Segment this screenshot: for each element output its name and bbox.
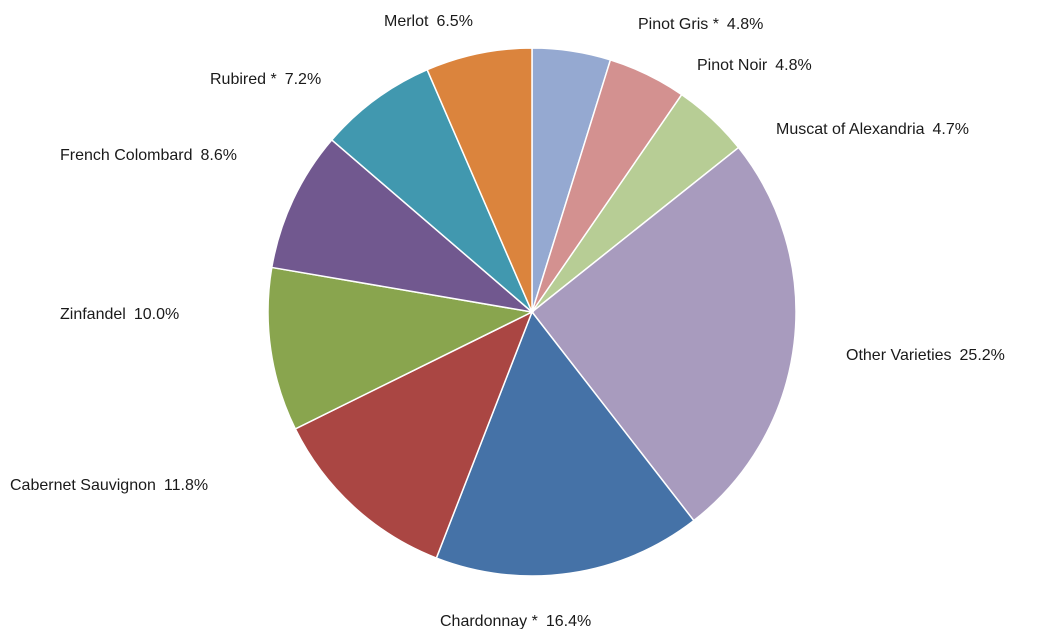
slice-label-name: Pinot Noir (697, 57, 768, 74)
slice-label-value: 6.5% (436, 13, 472, 30)
slice-label-name: Other Varieties (846, 347, 952, 364)
slice-label-name: Merlot (384, 13, 429, 30)
slice-label-other-varieties: Other Varieties 25.2% (846, 347, 1005, 364)
slice-label-pinot-noir: Pinot Noir 4.8% (697, 57, 812, 74)
slices-layer (267, 47, 797, 577)
slice-label-value: 4.7% (933, 121, 969, 138)
slice-label-name: Zinfandel (60, 306, 126, 323)
slice-label-pinot-gris: Pinot Gris * 4.8% (638, 16, 763, 33)
slice-label-french-colombard: French Colombard 8.6% (60, 147, 237, 164)
pie-slice-cabernet-sauvignon (294, 310, 534, 560)
slice-label-value: 4.8% (775, 57, 811, 74)
pie-slice-merlot (426, 47, 533, 313)
slice-label-rubired: Rubired * 7.2% (210, 71, 321, 88)
pie-slice-rubired (330, 68, 533, 313)
slice-label-value: 25.2% (960, 347, 1005, 364)
pie-slice-chardonnay (435, 310, 695, 577)
slice-label-name: Pinot Gris * (638, 16, 719, 33)
slice-label-value: 4.8% (727, 16, 763, 33)
slice-label-value: 11.8% (164, 477, 208, 494)
slice-label-name: Chardonnay * (440, 613, 538, 629)
slice-label-zinfandel: Zinfandel 10.0% (60, 306, 179, 323)
slice-label-cabernet-sauvignon: Cabernet Sauvignon 11.8% (10, 477, 208, 494)
slice-label-value: 16.4% (546, 613, 591, 629)
pie-slice-french-colombard (270, 138, 535, 314)
slice-label-value: 8.6% (201, 147, 237, 164)
slice-label-value: 7.2% (285, 71, 321, 88)
slice-label-name: Cabernet Sauvignon (10, 477, 156, 494)
slice-label-merlot: Merlot 6.5% (384, 13, 473, 30)
pie-slice-other-varieties (530, 146, 797, 522)
slice-label-name: Muscat of Alexandria (776, 121, 925, 138)
labels-layer: Pinot Gris * 4.8% Pinot Noir 4.8% Muscat of … (10, 13, 1005, 630)
slice-label-name: Rubired * (210, 71, 277, 88)
slice-label-name: French Colombard (60, 147, 193, 164)
slice-label-value: 10.0% (134, 306, 179, 323)
slice-label-muscat-of-alexandria: Muscat of Alexandria 4.7% (776, 121, 969, 138)
pie-slice-zinfandel (267, 266, 535, 430)
slice-label-chardonnay: Chardonnay * 16.4% (440, 613, 591, 629)
